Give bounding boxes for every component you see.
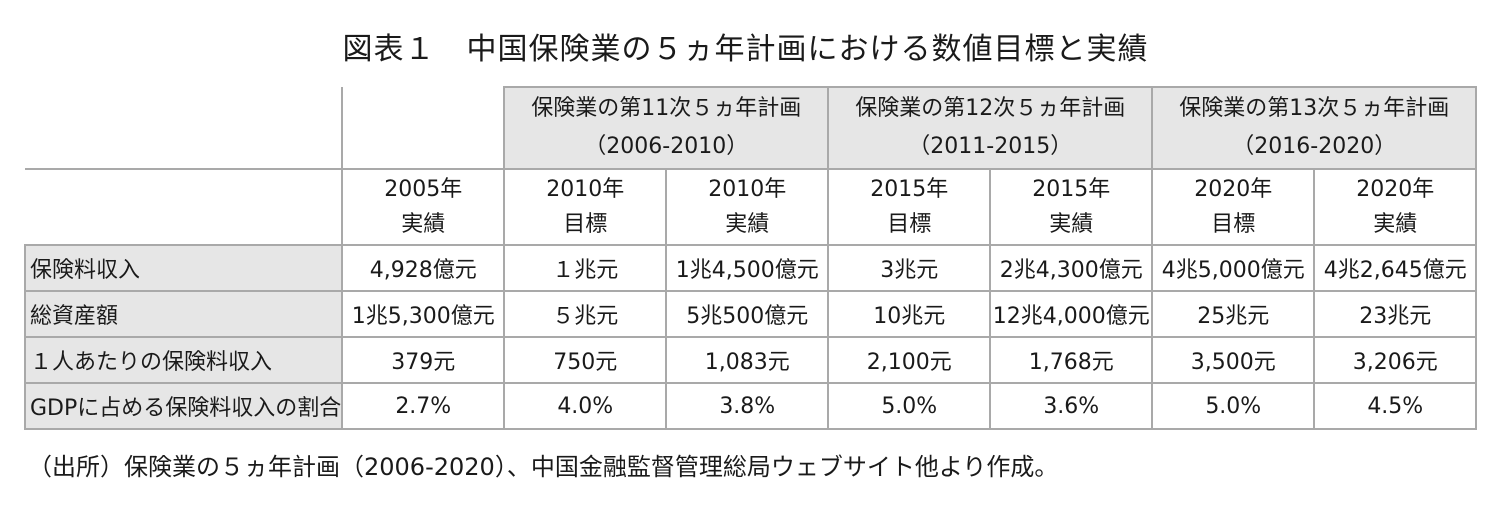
plan-header-row: 保険業の第11次５ヵ年計画 （2006-2010） 保険業の第12次５ヵ年計画 … (25, 86, 1478, 170)
corner-cell (342, 87, 506, 170)
column-kind: 目標 (1211, 212, 1256, 237)
row-label: １人あたりの保険料収入 (23, 336, 344, 384)
table-cell: 4兆2,645億元 (1313, 244, 1478, 292)
table-cell: 379元 (341, 336, 506, 384)
plan-header-11th: 保険業の第11次５ヵ年計画 （2006-2010） (503, 86, 830, 170)
table-cell: ５兆元 (503, 290, 668, 338)
column-header: 2005年 実績 (341, 168, 506, 246)
corner-cell (25, 169, 344, 246)
column-year: 2020年 (1194, 177, 1273, 202)
table-row: 保険料収入 4,928億元 １兆元 1兆4,500億元 3兆元 2兆4,300億… (23, 244, 1478, 292)
table-cell: 10兆元 (827, 290, 992, 338)
column-year: 2005年 (384, 177, 463, 202)
column-kind: 実績 (1049, 212, 1094, 237)
table-cell: 3兆元 (827, 244, 992, 292)
column-header: 2010年 目標 (503, 168, 668, 246)
table-row: 総資産額 1兆5,300億元 ５兆元 5兆500億元 10兆元 12兆4,000… (23, 290, 1478, 338)
plan-name: 保険業の第13次５ヵ年計画 (1179, 96, 1450, 121)
plan-name: 保険業の第12次５ヵ年計画 (855, 96, 1126, 121)
column-kind: 目標 (563, 212, 608, 237)
table-row: １人あたりの保険料収入 379元 750元 1,083元 2,100元 1,76… (23, 336, 1478, 384)
plan-name: 保険業の第11次５ヵ年計画 (531, 96, 802, 121)
source-note: （出所）保険業の５ヵ年計画（2006-2020）、中国金融監督管理総局ウェブサイ… (28, 453, 1059, 481)
column-year: 2015年 (870, 177, 949, 202)
column-year: 2010年 (708, 177, 787, 202)
table-cell: 5兆500億元 (665, 290, 830, 338)
column-year: 2010年 (546, 177, 625, 202)
column-year: 2015年 (1032, 177, 1111, 202)
table-cell: 3,500元 (1151, 336, 1316, 384)
row-label: 総資産額 (23, 290, 344, 338)
table-cell: 5.0% (1151, 382, 1316, 430)
targets-table: 保険業の第11次５ヵ年計画 （2006-2010） 保険業の第12次５ヵ年計画 … (23, 86, 1478, 430)
table-cell: １兆元 (503, 244, 668, 292)
table-cell: 23兆元 (1313, 290, 1478, 338)
table-cell: 3,206元 (1313, 336, 1478, 384)
plan-period: （2006-2010） (584, 134, 749, 159)
column-kind: 実績 (1373, 212, 1418, 237)
column-header: 2010年 実績 (665, 168, 830, 246)
figure-title: 図表１ 中国保険業の５ヵ年計画における数値目標と実績 (342, 32, 1149, 67)
plan-header-12th: 保険業の第12次５ヵ年計画 （2011-2015） (827, 86, 1154, 170)
table-cell: 3.6% (989, 382, 1154, 430)
corner-cell (25, 87, 344, 170)
table-cell: 4,928億元 (341, 244, 506, 292)
table-cell: 1兆4,500億元 (665, 244, 830, 292)
year-header-row: 2005年 実績 2010年 目標 2010年 実績 2015年 目標 2015… (25, 168, 1478, 246)
column-year: 2020年 (1356, 177, 1435, 202)
table-cell: 3.8% (665, 382, 830, 430)
table-cell: 1兆5,300億元 (341, 290, 506, 338)
column-header: 2015年 実績 (989, 168, 1154, 246)
table-cell: 1,768元 (989, 336, 1154, 384)
table-cell: 4兆5,000億元 (1151, 244, 1316, 292)
row-label: 保険料収入 (23, 244, 344, 292)
column-kind: 目標 (887, 212, 932, 237)
table-cell: 25兆元 (1151, 290, 1316, 338)
plan-period: （2011-2015） (908, 134, 1073, 159)
table-cell: 2,100元 (827, 336, 992, 384)
table-cell: 2.7% (341, 382, 506, 430)
plan-header-13th: 保険業の第13次５ヵ年計画 （2016-2020） (1151, 86, 1478, 170)
table-cell: 750元 (503, 336, 668, 384)
column-header: 2020年 目標 (1151, 168, 1316, 246)
column-header: 2015年 目標 (827, 168, 992, 246)
plan-period: （2016-2020） (1232, 134, 1397, 159)
table-cell: 4.5% (1313, 382, 1478, 430)
table-cell: 5.0% (827, 382, 992, 430)
row-label: GDPに占める保険料収入の割合 (23, 382, 344, 430)
column-header: 2020年 実績 (1313, 168, 1478, 246)
column-kind: 実績 (725, 212, 770, 237)
table-row: GDPに占める保険料収入の割合 2.7% 4.0% 3.8% 5.0% 3.6%… (23, 382, 1478, 430)
table-cell: 12兆4,000億元 (989, 290, 1154, 338)
column-kind: 実績 (401, 212, 446, 237)
table-cell: 1,083元 (665, 336, 830, 384)
table-cell: 4.0% (503, 382, 668, 430)
table-cell: 2兆4,300億元 (989, 244, 1154, 292)
